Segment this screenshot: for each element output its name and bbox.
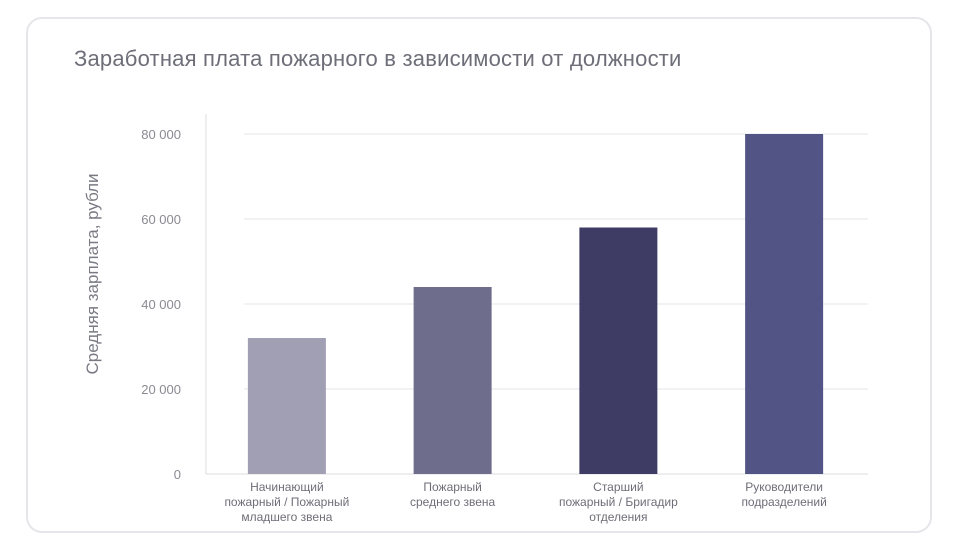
x-tick-label: Руководители подразделений [741,480,826,509]
bar [579,227,658,474]
bar [745,134,824,474]
y-tick-label: 40 000 [141,297,181,312]
x-category-labels: Начинающий пожарный / Пожарный младшего зв… [224,480,826,524]
y-tick-label: 0 [174,467,181,482]
x-tick-label: Пожарный среднего звена [410,480,496,509]
chart-title: Заработная плата пожарного в зависимости… [74,46,682,71]
bar [413,287,492,474]
x-tick-label: Начинающий пожарный / Пожарный младшего зв… [224,480,349,524]
y-tick-labels: 0 20 000 40 000 60 000 80 000 [141,127,181,482]
bars [247,134,824,474]
y-tick-label: 80 000 [141,127,181,142]
bar [247,338,326,474]
x-tick-label: Старший пожарный / Бригадир отделения [559,480,678,524]
y-tick-label: 20 000 [141,382,181,397]
y-axis-title: Средняя зарплата, рубли [83,173,102,374]
y-tick-label: 60 000 [141,212,181,227]
